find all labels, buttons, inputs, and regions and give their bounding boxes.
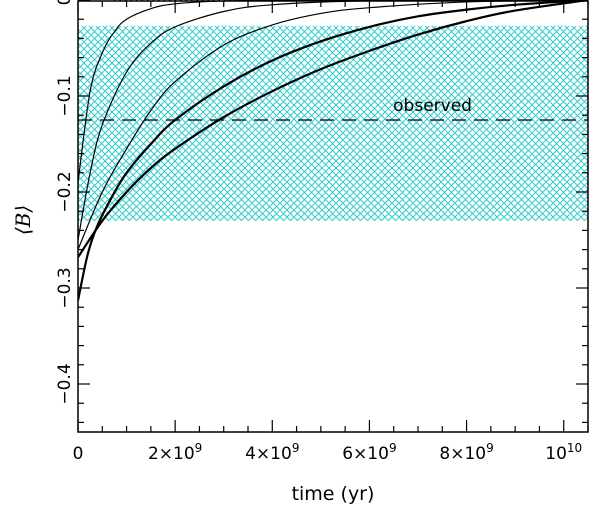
y-axis-title: ⟨B⟩ [11,205,35,235]
observed-band [78,25,588,221]
x-axis-title: time (yr) [292,483,375,505]
x-tick-label: 6×109 [342,441,396,464]
x-tick-label: 8×109 [439,441,493,464]
plot-frame [77,0,589,433]
y-tick-label: −0.1 [55,75,75,116]
y-tick-label: −0.3 [55,267,75,308]
curves [78,0,588,301]
y-tick-label: 0 [55,0,75,5]
x-tick-label: 4×109 [245,441,299,464]
observed-label: observed [393,96,472,116]
series-line-5 [78,0,588,258]
x-tick-label: 0 [73,444,84,464]
series-line-1 [78,0,588,183]
series-line-4 [78,0,588,301]
x-tick-label: 1010 [545,441,582,464]
series-line-3 [78,0,588,250]
x-tick-label: 2×109 [148,441,202,464]
y-tick-label: −0.2 [55,171,75,212]
y-tick-label: −0.4 [55,363,75,404]
